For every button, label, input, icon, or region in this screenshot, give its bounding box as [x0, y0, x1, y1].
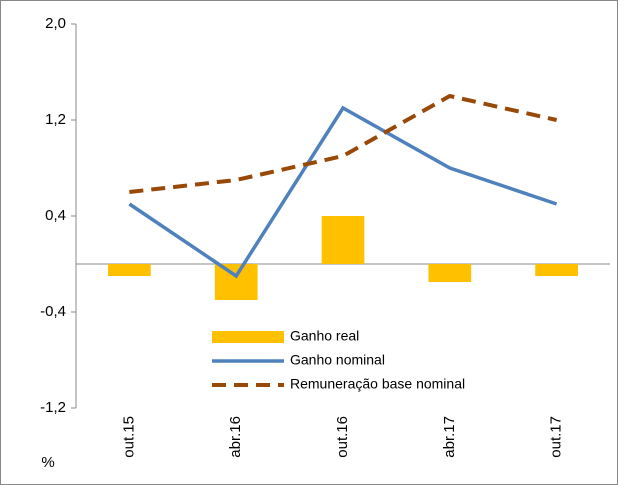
bar: [428, 264, 472, 282]
bar: [321, 216, 365, 264]
y-tick-label: 1,2: [45, 111, 66, 128]
legend-swatch: [212, 331, 284, 343]
x-tick-label: out.15: [120, 416, 137, 458]
legend-label: Ganho nominal: [290, 352, 385, 368]
y-tick-label: -1,2: [40, 399, 66, 416]
line: [129, 93, 558, 194]
bar: [535, 264, 578, 276]
x-tick-label: abr.17: [441, 416, 458, 458]
y-tick-label: -0,4: [40, 303, 66, 320]
legend-label: Ganho real: [290, 328, 359, 344]
y-tick-label: 2,0: [45, 15, 66, 32]
bar: [214, 264, 258, 300]
y-tick-label: 0,4: [45, 207, 66, 224]
x-tick-label: out.16: [334, 416, 351, 458]
bar: [108, 264, 151, 276]
x-tick-label: out.17: [548, 416, 565, 458]
line: [128, 105, 558, 279]
y-axis-label: %: [41, 454, 54, 471]
x-tick-label: abr.16: [227, 416, 244, 458]
legend-label: Remuneração base nominal: [290, 376, 465, 392]
